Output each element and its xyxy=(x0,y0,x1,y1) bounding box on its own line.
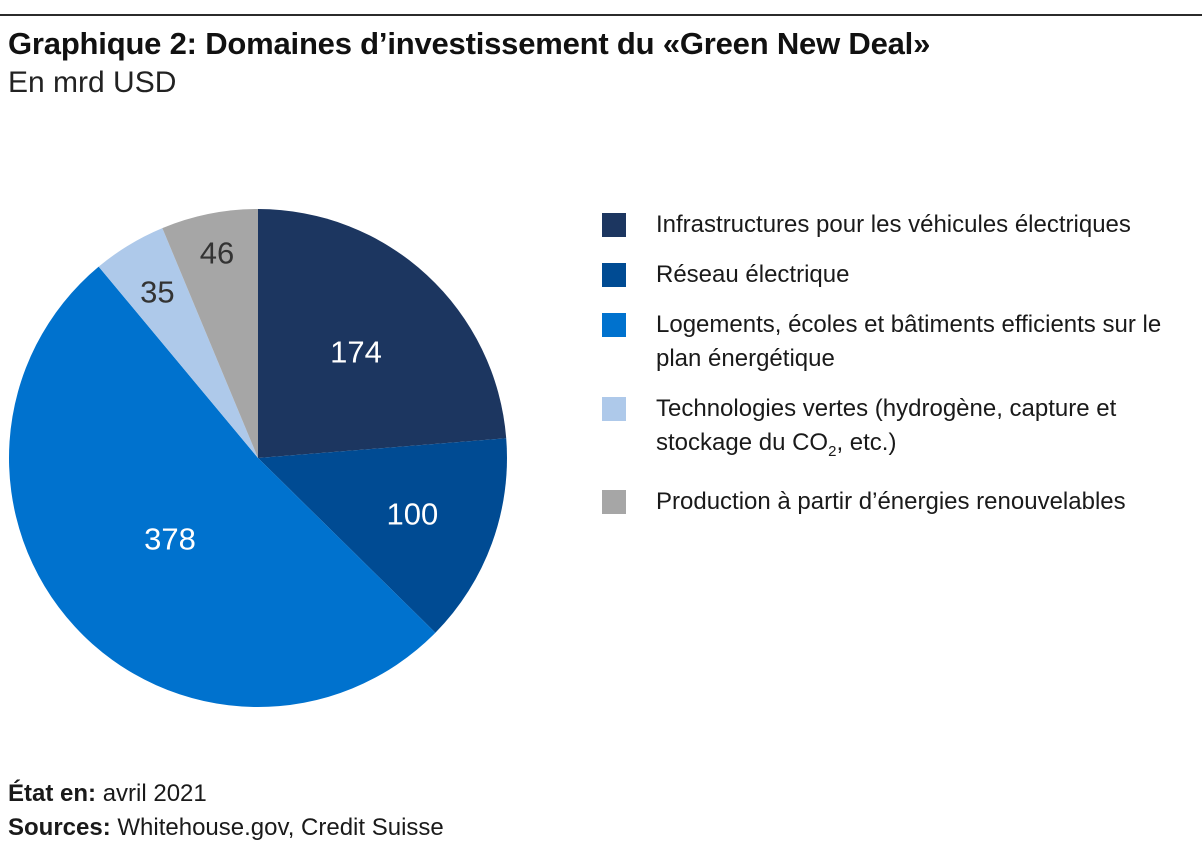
legend-label-efficient-buildings: Logements, écoles et bâtiments efficient… xyxy=(656,311,1162,372)
legend-label-green-tech-main: Technologies vertes (hydrogène, capture … xyxy=(656,395,1117,456)
legend: Infrastructures pour les véhicules élect… xyxy=(602,208,1182,519)
status-label: État en: xyxy=(8,780,97,807)
pie-chart: 174 100 378 35 46 xyxy=(8,209,507,708)
legend-item-renewables: Production à partir d’énergies renouvela… xyxy=(602,485,1182,519)
pie-label-renewables: 46 xyxy=(200,235,234,270)
pie-slice-green-tech xyxy=(98,228,258,458)
pie-slice-ev-infrastructure xyxy=(258,209,507,458)
sources-value: Whitehouse.gov, Credit Suisse xyxy=(117,814,444,841)
legend-label-green-tech-subscript: 2 xyxy=(828,442,837,460)
legend-item-power-grid: Réseau électrique xyxy=(602,258,1182,292)
legend-swatch-green-tech xyxy=(602,397,626,421)
pie-slice-power-grid xyxy=(258,438,507,633)
legend-label-power-grid: Réseau électrique xyxy=(656,261,850,288)
legend-swatch-ev-infrastructure xyxy=(602,213,626,237)
legend-label-renewables: Production à partir d’énergies renouvela… xyxy=(656,487,1126,515)
legend-label-green-tech-tail: , etc.) xyxy=(836,429,897,456)
pie-label-efficient-buildings: 378 xyxy=(144,521,196,556)
legend-swatch-renewables xyxy=(602,489,626,514)
legend-item-green-tech: Technologies vertes (hydrogène, capture … xyxy=(602,392,1182,469)
status-line: État en: avril 2021 xyxy=(8,777,444,811)
chart-title: Graphique 2: Domaines d’investissement d… xyxy=(8,26,931,61)
legend-swatch-power-grid xyxy=(602,263,626,287)
legend-label-ev-infrastructure: Infrastructures pour les véhicules élect… xyxy=(656,211,1131,238)
legend-item-efficient-buildings: Logements, écoles et bâtiments efficient… xyxy=(602,308,1182,376)
legend-swatch-efficient-buildings xyxy=(602,313,626,337)
legend-item-ev-infrastructure: Infrastructures pour les véhicules élect… xyxy=(602,208,1182,242)
status-value: avril 2021 xyxy=(102,780,207,807)
top-divider xyxy=(0,14,1202,16)
pie-slice-renewables xyxy=(162,209,258,458)
pie-slice-efficient-buildings xyxy=(8,266,436,708)
chart-subtitle: En mrd USD xyxy=(8,66,177,99)
legend-label-green-tech: Technologies vertes (hydrogène, capture … xyxy=(656,392,1182,469)
chart-footer: État en: avril 2021 Sources: Whitehouse.… xyxy=(8,777,444,845)
pie-label-power-grid: 100 xyxy=(387,497,439,532)
pie-label-green-tech: 35 xyxy=(140,274,174,309)
pie-label-ev-infrastructure: 174 xyxy=(330,334,382,369)
sources-label: Sources: xyxy=(8,814,111,841)
sources-line: Sources: Whitehouse.gov, Credit Suisse xyxy=(8,811,444,845)
